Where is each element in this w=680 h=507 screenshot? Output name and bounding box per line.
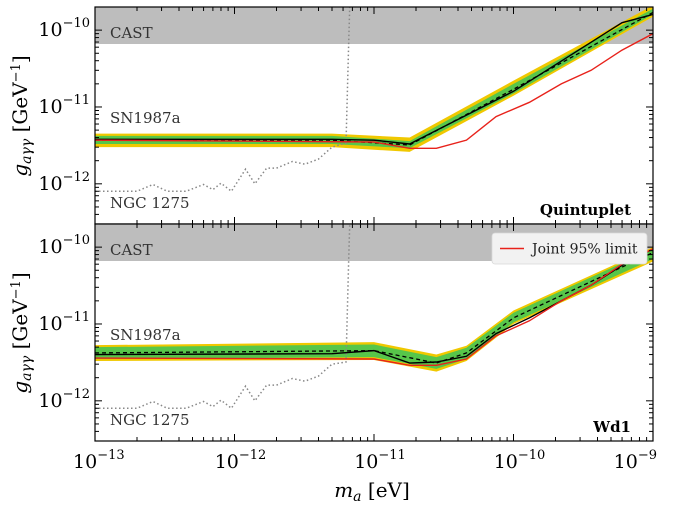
expected-median-line (95, 251, 653, 364)
sn1987a-label: SN1987a (110, 109, 181, 127)
ticks (94, 223, 654, 442)
y-tick-label: 10−12 (38, 170, 90, 195)
expected-median-line (95, 11, 653, 146)
panel-title: Quintuplet (540, 201, 631, 219)
x-axis-label: ma [eV] (334, 478, 410, 505)
x-tick-label: 10−10 (494, 448, 546, 473)
x-tick-label: 10−9 (614, 448, 657, 473)
x-tick-label: 10−11 (354, 448, 406, 473)
ticks (94, 6, 654, 225)
joint-limit-line (95, 33, 653, 149)
cast-label: CAST (110, 24, 153, 42)
ngc1275-label: NGC 1275 (110, 194, 190, 212)
y-axis-label: gaγγ [GeV−1] (8, 55, 35, 176)
panel-wd1: 10−12 10−11 10−10 10−13 10−12 10−11 10−10 10−9 C… (38, 223, 657, 473)
cast-label: CAST (110, 241, 153, 259)
y-tick-label: 10−10 (38, 233, 90, 258)
expected-1sigma-band (95, 248, 653, 369)
sn1987a-label: SN1987a (110, 326, 181, 344)
ngc1275-label: NGC 1275 (110, 411, 190, 429)
y-tick-label: 10−11 (38, 93, 90, 118)
y-axis-label: gaγγ [GeV−1] (8, 272, 35, 393)
joint-limit-line (95, 248, 653, 366)
plot-area (95, 7, 653, 193)
panel-title: Wd1 (592, 418, 631, 436)
panel-quintuplet: 10−12 10−11 10−10 CAST SN1987a NGC 1275 Quintu… (38, 6, 654, 225)
y-tick-label: 10−11 (38, 310, 90, 335)
x-tick-label: 10−13 (73, 448, 125, 473)
y-tick-label: 10−12 (38, 387, 90, 412)
y-tick-label: 10−10 (38, 16, 90, 41)
legend-label-joint-limit: Joint 95% limit (530, 242, 638, 258)
x-tick-label: 10−12 (215, 448, 267, 473)
legend: Joint 95% limit (491, 232, 648, 265)
median-line (95, 13, 653, 145)
